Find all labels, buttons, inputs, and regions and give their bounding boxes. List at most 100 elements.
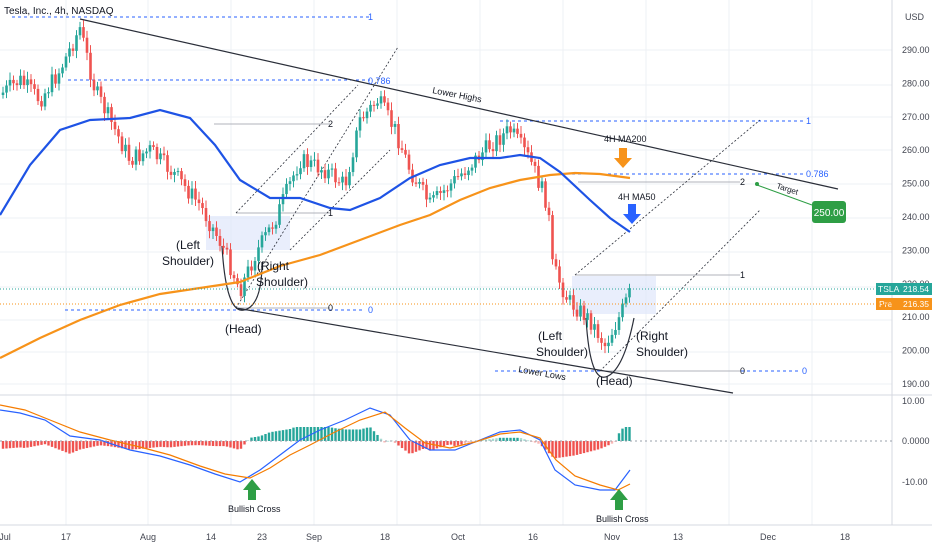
candle-body (309, 160, 313, 168)
macd-bar (124, 441, 127, 449)
right-shoulder-2-b: Shoulder) (636, 345, 688, 359)
price-tick: 240.00 (902, 212, 930, 222)
macd-bar (204, 441, 208, 446)
candle-body (449, 183, 453, 191)
macd-bar (523, 439, 526, 441)
fib-label-0-left: 0 (368, 305, 373, 315)
macd-bar (274, 431, 278, 441)
candle-body (239, 284, 243, 296)
macd-bar (239, 441, 243, 449)
fib-label-1-top: 1 (368, 12, 373, 22)
candle-body (397, 124, 400, 149)
candle-body (614, 329, 617, 335)
candle-body (372, 104, 376, 106)
time-tick: 14 (206, 532, 216, 542)
price-tick: 260.00 (902, 145, 930, 155)
macd-bar (8, 441, 12, 449)
candle-body (78, 27, 82, 36)
candle-body (190, 188, 194, 199)
time-tick: Dec (760, 532, 777, 542)
left-shoulder-1-a: (Left (176, 238, 201, 252)
candle-body (526, 147, 530, 153)
macd-bar (558, 441, 561, 458)
price-tag-tsla-value: 218.54 (903, 284, 929, 294)
macd-bar (624, 427, 628, 441)
channel-label-0-left: 0 (328, 303, 333, 313)
macd-line (0, 407, 631, 491)
right-shoulder-1-a: (Right (257, 259, 290, 273)
lower-lows-trendline[interactable] (235, 307, 734, 394)
candle-body (253, 260, 257, 271)
fib-label-1-right: 1 (806, 116, 811, 126)
candle-body (439, 191, 442, 193)
macd-bar (92, 441, 96, 447)
candle-body (148, 145, 152, 152)
head-1: (Head) (225, 322, 262, 336)
macd-bar (425, 441, 428, 449)
candle-body (75, 35, 78, 51)
macd-bar (71, 441, 75, 453)
macd-bar (145, 441, 148, 449)
candle-body (22, 75, 26, 86)
macd-bar (526, 440, 530, 442)
macd-bar (15, 441, 19, 448)
macd-bar (547, 441, 551, 454)
candle-body (442, 190, 446, 193)
candle-body (341, 176, 344, 183)
macd-bar (355, 429, 358, 441)
macd-bar (365, 427, 369, 441)
candle-body (208, 221, 211, 232)
candle-body (246, 266, 250, 278)
lower-highs-trendline[interactable] (79, 18, 839, 190)
price-tick: 230.00 (902, 245, 930, 255)
candle-body (589, 313, 593, 330)
ma200-arrow (614, 148, 632, 168)
candle-body (40, 101, 43, 107)
candle-body (138, 149, 141, 162)
candle-body (512, 128, 516, 133)
channel-levels (214, 123, 740, 372)
candle-body (470, 167, 474, 171)
macd-bar (127, 441, 131, 450)
macd-bar (183, 441, 187, 446)
candle-body (260, 235, 264, 248)
time-tick: 17 (61, 532, 71, 542)
bullish-cross-arrow-1 (243, 479, 261, 500)
price-tick: 210.00 (902, 312, 930, 322)
macd-bar (593, 441, 596, 451)
candle-body (348, 172, 351, 186)
macd-bar (89, 441, 92, 448)
macd-bar (393, 441, 397, 443)
macd-bar (215, 441, 218, 447)
candle-body (446, 190, 449, 192)
macd-bar (512, 437, 516, 441)
candle-body (183, 179, 187, 186)
price-tick: 280.00 (902, 78, 930, 88)
macd-bar (61, 441, 64, 451)
macd-bar (383, 441, 386, 443)
macd-bar (306, 427, 309, 441)
candle-body (215, 227, 218, 236)
macd-axis: 10.00 0.0000 -10.00 (902, 396, 930, 487)
macd-bar (498, 437, 502, 441)
macd-bar (78, 441, 82, 450)
macd-bar (285, 429, 288, 441)
macd-bar (222, 441, 225, 447)
macd-bar (257, 436, 260, 441)
candle-body (533, 161, 537, 166)
macd-bar (246, 440, 250, 442)
macd-bar (271, 431, 274, 441)
ma50-label: 4H MA50 (618, 192, 656, 202)
macd-bar (330, 427, 334, 441)
candle-body (162, 153, 166, 156)
time-tick: 18 (380, 532, 390, 542)
price-tick: 270.00 (902, 112, 930, 122)
macd-bar (628, 427, 631, 441)
candle-body (120, 136, 124, 152)
channel-label-1-right: 1 (740, 270, 745, 280)
candle-body (390, 110, 393, 127)
candle-body (278, 204, 281, 225)
macd-bar (460, 441, 463, 445)
macd-bar (22, 441, 26, 448)
